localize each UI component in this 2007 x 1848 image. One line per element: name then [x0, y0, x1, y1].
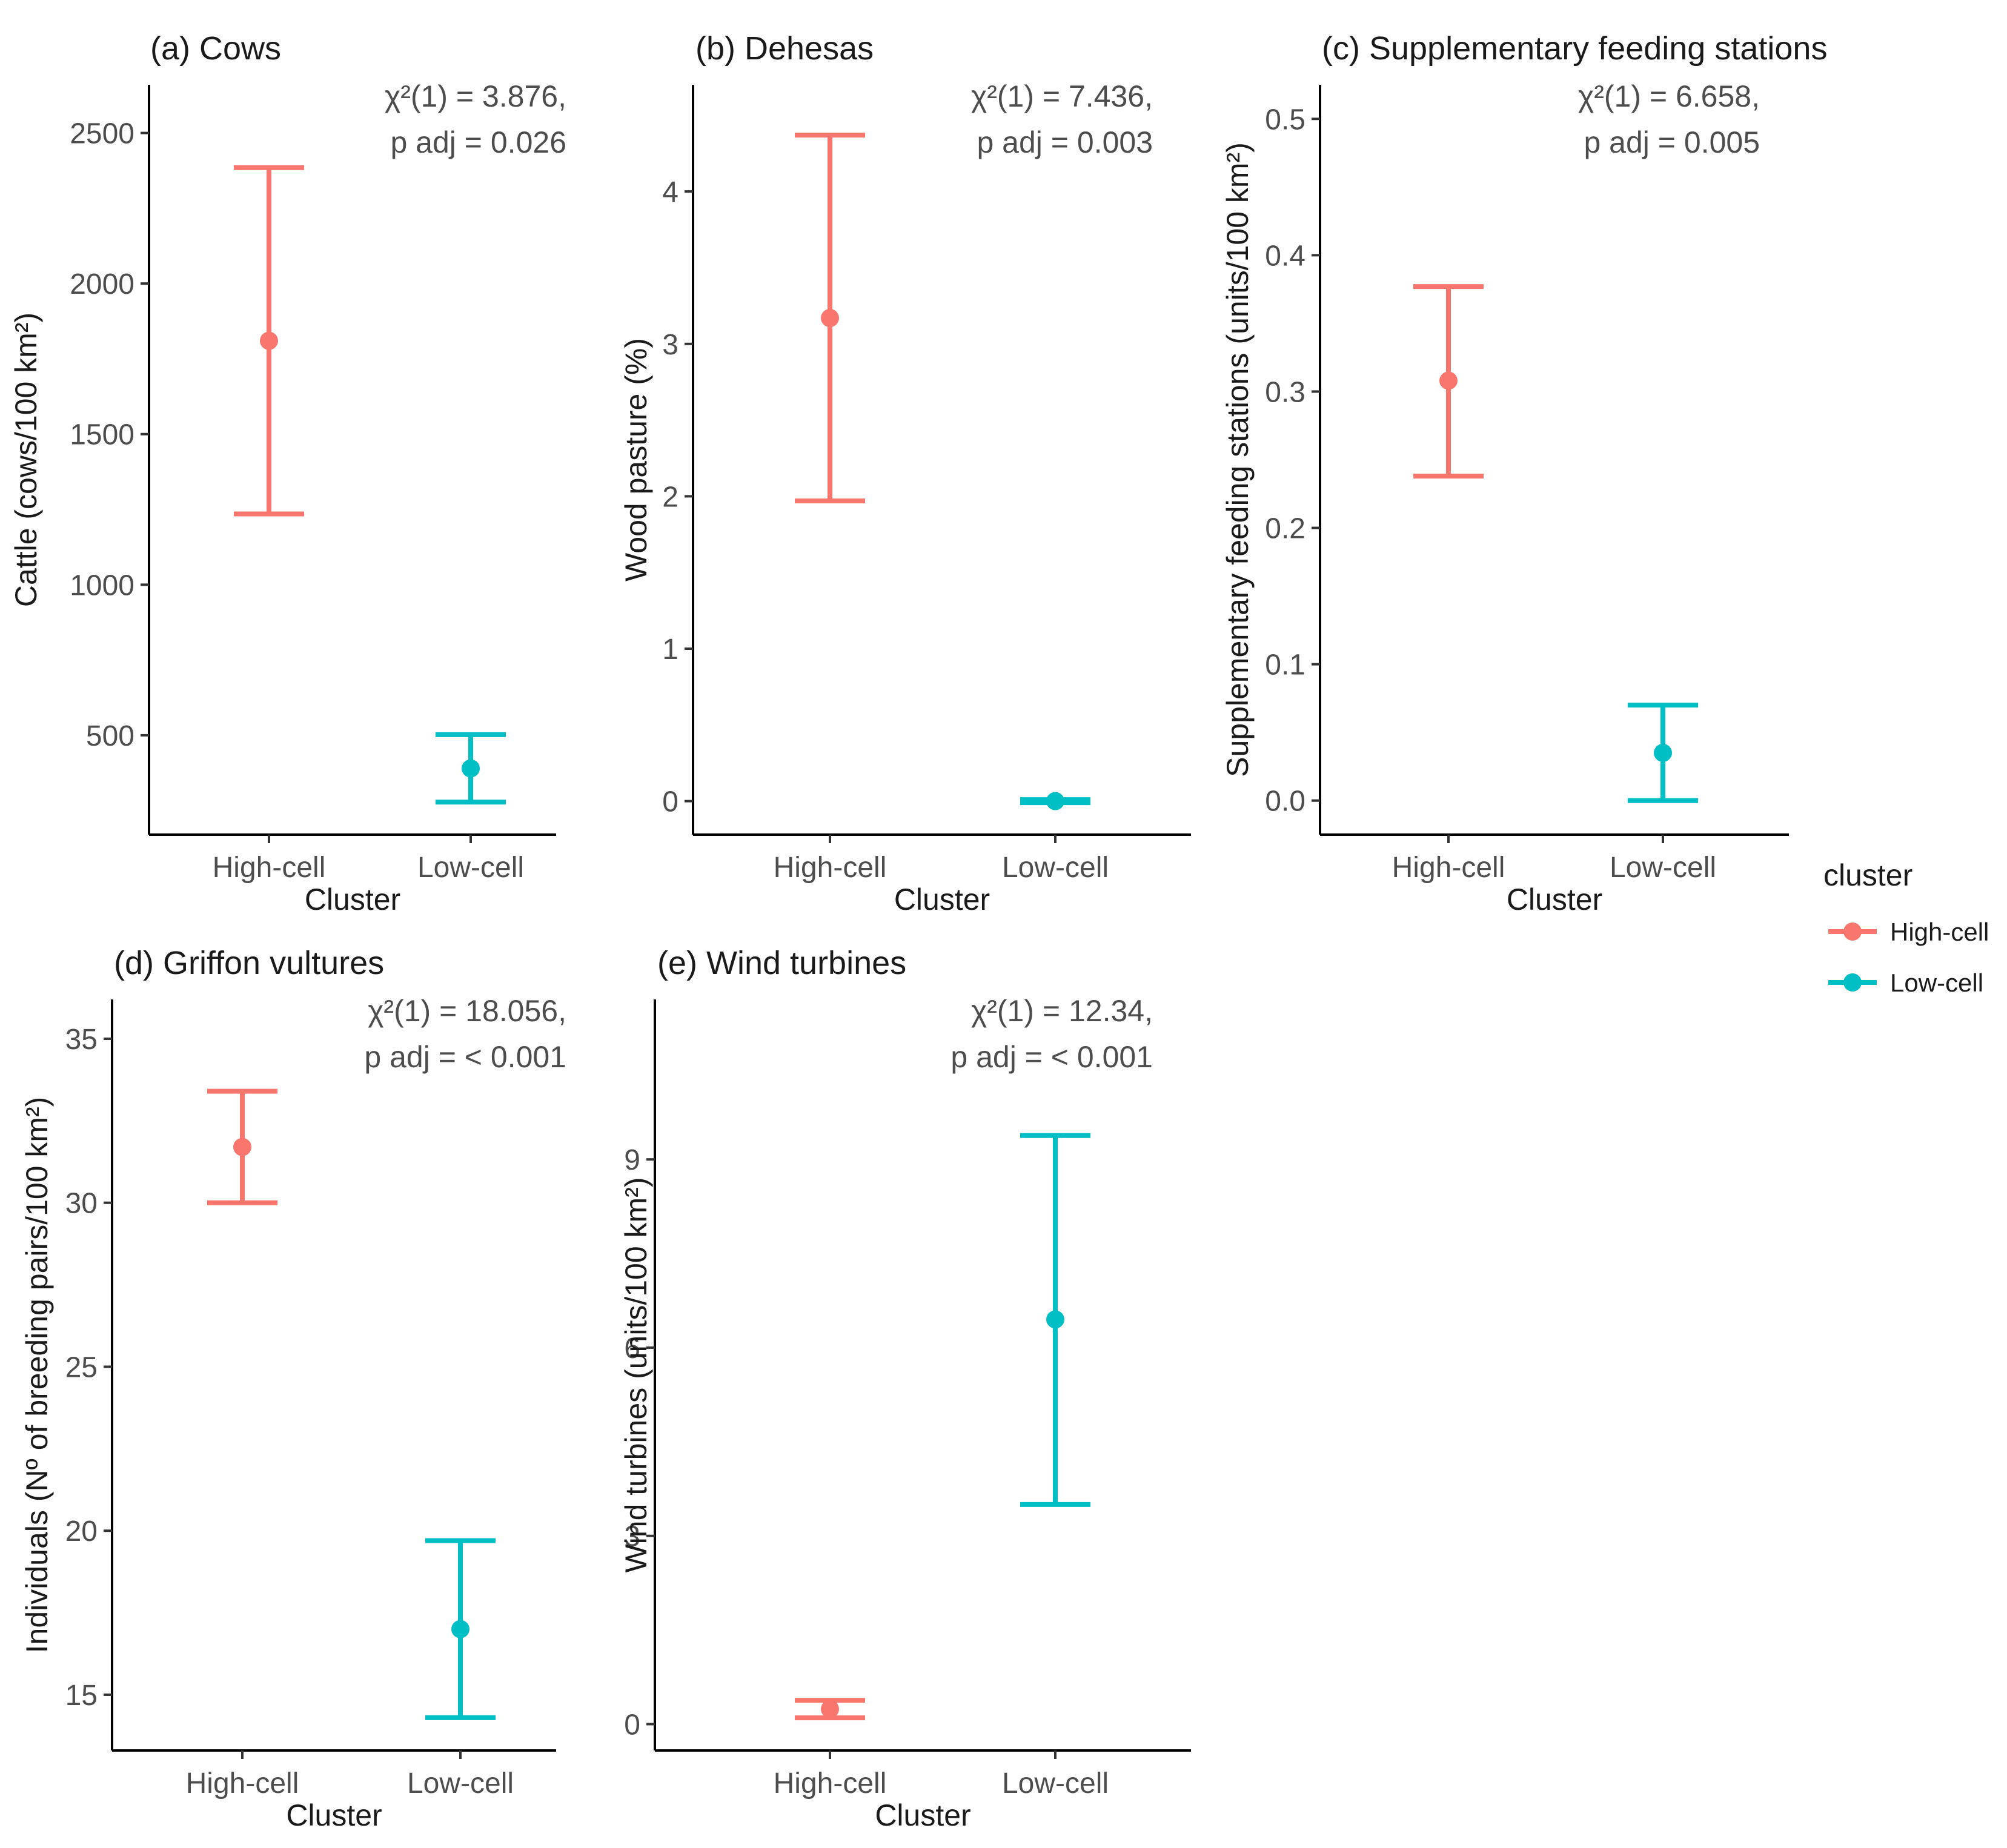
- y-tick-label: 0.1: [1265, 649, 1305, 681]
- legend-item-high: High-cell: [1828, 918, 1989, 946]
- y-tick-label: 0.3: [1265, 376, 1305, 408]
- y-axis-label: Wood pasture (%): [619, 338, 653, 581]
- stat-line-1: χ²(1) = 7.436,: [971, 79, 1153, 113]
- y-tick-label: 4: [662, 176, 678, 208]
- stat-line-2: p adj = < 0.001: [364, 1040, 566, 1074]
- x-axis-label: Cluster: [305, 883, 400, 916]
- panel-4: (d) Griffon vultures χ²(1) = 18.056, p adj…: [20, 945, 566, 1832]
- y-tick-label: 2000: [70, 268, 134, 300]
- legend-key-point-high: [1843, 922, 1862, 941]
- y-tick-label: 20: [65, 1515, 98, 1548]
- mean-point-high: [821, 1700, 839, 1718]
- y-tick-label: 0.5: [1265, 104, 1305, 136]
- series-high: [795, 1698, 865, 1721]
- y-axis-label: Individuals (Nº of breeding pairs/100 km…: [20, 1097, 54, 1654]
- series-high: [1413, 284, 1484, 479]
- y-axis-label: Supplementary feeding stations (units/10…: [1221, 142, 1255, 777]
- x-tick-label: Low-cell: [417, 852, 524, 884]
- x-tick-label: Low-cell: [1002, 1767, 1109, 1800]
- mean-point-low: [1046, 1310, 1064, 1329]
- x-tick-label: Low-cell: [407, 1767, 514, 1800]
- y-tick-label: 2: [662, 481, 678, 513]
- x-tick-label: High-cell: [213, 852, 326, 884]
- series-high: [234, 165, 304, 517]
- stat-line-1: χ²(1) = 6.658,: [1578, 79, 1760, 113]
- y-tick-label: 1: [662, 634, 678, 666]
- y-tick-label: 9: [624, 1144, 640, 1176]
- panel-title: (c) Supplementary feeding stations: [1322, 30, 1827, 67]
- mean-point-low: [1046, 792, 1064, 810]
- y-tick-label: 1000: [70, 569, 134, 601]
- panel-title: (a) Cows: [150, 30, 281, 67]
- x-tick-label: Low-cell: [1610, 852, 1716, 884]
- legend-label-low: Low-cell: [1890, 969, 1983, 997]
- x-axis-label: Cluster: [875, 1798, 970, 1832]
- panel-2: (b) Dehesas χ²(1) = 7.436, p adj = 0.003 0 1…: [619, 30, 1191, 916]
- stat-line-2: p adj = 0.005: [1584, 125, 1760, 159]
- stat-line-2: p adj = 0.026: [390, 125, 566, 159]
- series-high: [207, 1088, 277, 1205]
- stat-line-2: p adj = 0.003: [977, 125, 1153, 159]
- series-low: [1020, 792, 1090, 810]
- panel-5: (e) Wind turbines χ²(1) = 12.34, p adj = <…: [619, 945, 1191, 1832]
- y-tick-label: 3: [662, 329, 678, 361]
- y-tick-label: 6: [624, 1333, 640, 1365]
- stat-line-1: χ²(1) = 18.056,: [368, 994, 566, 1028]
- y-tick-label: 25: [65, 1351, 98, 1383]
- series-low: [1628, 703, 1698, 803]
- x-tick-label: High-cell: [1392, 852, 1505, 884]
- stat-line-2: p adj = < 0.001: [950, 1040, 1153, 1074]
- panel-1: (a) Cows χ²(1) = 3.876, p adj = 0.026 500 10…: [9, 30, 566, 916]
- x-axis-label: Cluster: [286, 1798, 382, 1832]
- x-tick-label: High-cell: [774, 1767, 887, 1800]
- legend: cluster High-cell Low-cell: [1823, 858, 1989, 997]
- legend-key-point-low: [1843, 973, 1862, 992]
- y-tick-label: 0: [662, 786, 678, 818]
- y-tick-label: 15: [65, 1680, 98, 1712]
- y-axis-label: Cattle (cows/100 km²): [9, 313, 43, 607]
- panel-title: (d) Griffon vultures: [114, 945, 384, 981]
- y-axis-label: Wind turbines (units/100 km²): [619, 1177, 653, 1572]
- y-tick-label: 30: [65, 1188, 98, 1220]
- y-tick-label: 0.2: [1265, 513, 1305, 545]
- series-low: [1020, 1133, 1090, 1507]
- mean-point-high: [260, 331, 278, 350]
- series-high: [795, 133, 865, 503]
- series-low: [425, 1538, 496, 1720]
- mean-point-low: [1654, 743, 1672, 762]
- y-tick-label: 35: [65, 1024, 98, 1056]
- series-low: [436, 732, 506, 805]
- legend-title: cluster: [1823, 858, 1912, 892]
- stat-line-1: χ²(1) = 12.34,: [971, 994, 1153, 1028]
- mean-point-high: [821, 308, 839, 327]
- y-tick-label: 2500: [70, 118, 134, 150]
- x-tick-label: High-cell: [774, 852, 887, 884]
- y-tick-label: 0: [624, 1709, 640, 1741]
- x-tick-label: High-cell: [186, 1767, 299, 1800]
- legend-label-high: High-cell: [1890, 918, 1989, 946]
- mean-point-high: [233, 1138, 251, 1156]
- stat-line-1: χ²(1) = 3.876,: [385, 79, 566, 113]
- mean-point-high: [1439, 371, 1458, 390]
- panel-title: (e) Wind turbines: [657, 945, 906, 981]
- mean-point-low: [451, 1620, 469, 1638]
- y-tick-label: 0.4: [1265, 240, 1305, 272]
- y-tick-label: 1500: [70, 419, 134, 451]
- y-tick-label: 3: [624, 1521, 640, 1553]
- y-tick-label: 500: [86, 720, 134, 752]
- panel-title: (b) Dehesas: [695, 30, 874, 67]
- legend-item-low: Low-cell: [1828, 969, 1983, 997]
- x-axis-label: Cluster: [894, 883, 990, 916]
- mean-point-low: [462, 759, 480, 778]
- x-axis-label: Cluster: [1507, 883, 1602, 916]
- panel-3: (c) Supplementary feeding stations χ²(1) …: [1221, 30, 1827, 916]
- y-tick-label: 0.0: [1265, 786, 1305, 818]
- x-tick-label: Low-cell: [1002, 852, 1109, 884]
